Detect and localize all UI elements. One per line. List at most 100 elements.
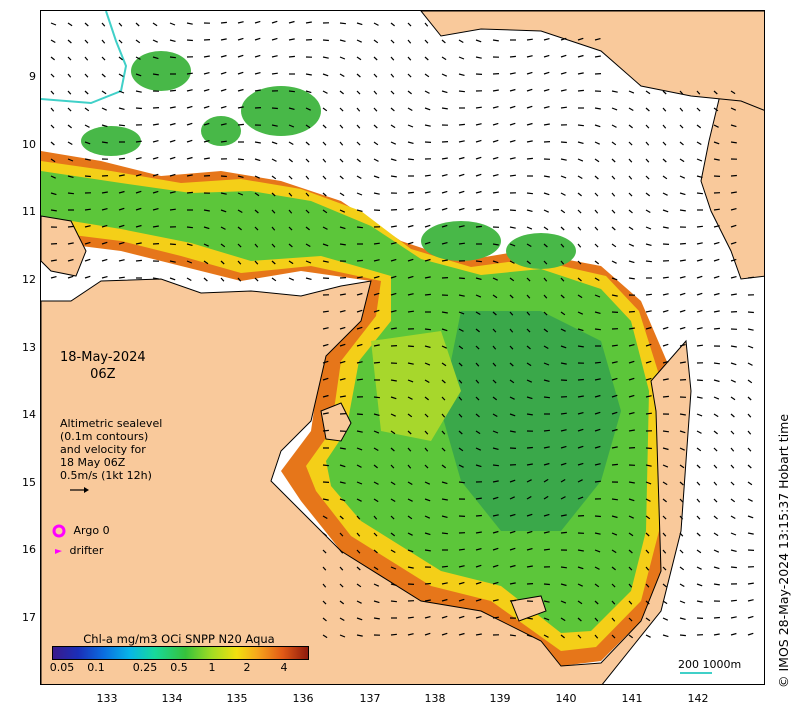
velocity-arrow bbox=[492, 599, 499, 602]
velocity-arrow bbox=[339, 56, 346, 60]
velocity-arrow bbox=[339, 532, 344, 537]
velocity-arrow bbox=[407, 56, 412, 61]
velocity-arrow bbox=[526, 209, 533, 212]
velocity-arrow bbox=[594, 260, 600, 265]
velocity-arrow bbox=[441, 224, 448, 228]
velocity-arrow bbox=[662, 566, 667, 571]
velocity-arrow bbox=[492, 294, 498, 299]
velocity-arrow bbox=[135, 259, 142, 262]
velocity-arrow bbox=[305, 73, 312, 76]
velocity-arrow bbox=[458, 413, 463, 418]
velocity-arrow bbox=[339, 583, 344, 588]
velocity-arrow bbox=[169, 173, 176, 177]
velocity-arrow bbox=[543, 88, 550, 92]
velocity-arrow bbox=[713, 396, 720, 400]
velocity-arrow bbox=[356, 464, 362, 468]
velocity-arrow bbox=[543, 277, 548, 282]
velocity-arrow bbox=[696, 158, 703, 162]
velocity-arrow bbox=[390, 633, 397, 636]
velocity-arrow bbox=[594, 411, 601, 415]
velocity-arrow bbox=[152, 173, 159, 177]
velocity-arrow bbox=[577, 175, 583, 180]
velocity-arrow bbox=[713, 616, 720, 619]
velocity-arrow bbox=[679, 309, 686, 313]
velocity-arrow bbox=[526, 55, 533, 58]
velocity-arrow bbox=[424, 379, 430, 384]
velocity-arrow bbox=[475, 581, 482, 585]
velocity-arrow bbox=[662, 600, 668, 605]
velocity-arrow bbox=[339, 124, 344, 129]
velocity-arrow bbox=[322, 226, 328, 230]
velocity-arrow bbox=[237, 123, 244, 126]
velocity-arrow bbox=[50, 73, 55, 78]
velocity-arrow bbox=[169, 22, 176, 26]
velocity-arrow bbox=[492, 328, 497, 333]
velocity-arrow bbox=[713, 430, 718, 435]
velocity-arrow bbox=[747, 379, 753, 384]
velocity-arrow bbox=[526, 617, 533, 620]
velocity-arrow bbox=[662, 395, 669, 398]
velocity-arrow bbox=[713, 275, 720, 279]
velocity-arrow bbox=[169, 122, 176, 126]
velocity-arrow bbox=[713, 583, 720, 586]
velocity-arrow bbox=[390, 464, 395, 469]
velocity-arrow bbox=[560, 277, 565, 282]
velocity-arrow bbox=[492, 139, 499, 143]
velocity-arrow bbox=[594, 634, 599, 639]
velocity-arrow bbox=[611, 90, 618, 93]
velocity-arrow bbox=[628, 360, 635, 364]
velocity-arrow bbox=[373, 39, 379, 44]
velocity-arrow bbox=[254, 89, 261, 92]
velocity-arrow bbox=[339, 175, 344, 180]
velocity-arrow bbox=[679, 292, 686, 296]
velocity-arrow bbox=[169, 191, 176, 194]
velocity-arrow bbox=[169, 89, 176, 92]
velocity-arrow bbox=[169, 208, 176, 211]
velocity-arrow bbox=[475, 514, 482, 517]
velocity-arrow bbox=[560, 583, 567, 587]
velocity-arrow bbox=[679, 326, 686, 330]
velocity-arrow bbox=[339, 192, 345, 197]
velocity-arrow bbox=[645, 360, 652, 364]
velocity-arrow bbox=[356, 343, 363, 347]
velocity-arrow bbox=[424, 362, 431, 366]
velocity-arrow bbox=[628, 532, 634, 537]
velocity-arrow bbox=[458, 565, 465, 568]
velocity-arrow bbox=[696, 258, 703, 262]
velocity-arrow bbox=[458, 207, 465, 211]
velocity-arrow bbox=[526, 38, 533, 41]
velocity-arrow bbox=[696, 498, 701, 503]
colorbar-tick: 0.1 bbox=[87, 661, 105, 674]
velocity-arrow bbox=[662, 276, 669, 279]
velocity-arrow bbox=[492, 547, 499, 551]
velocity-arrow bbox=[441, 73, 448, 77]
velocity-arrow bbox=[628, 90, 635, 94]
velocity-arrow bbox=[730, 464, 735, 469]
velocity-arrow bbox=[696, 275, 703, 279]
velocity-arrow bbox=[747, 362, 753, 366]
depth-scale-label: 200 1000m bbox=[678, 658, 742, 671]
velocity-arrow bbox=[543, 634, 549, 638]
velocity-arrow bbox=[169, 156, 176, 160]
velocity-arrow bbox=[577, 124, 584, 127]
velocity-arrow bbox=[645, 412, 652, 415]
velocity-arrow bbox=[713, 124, 719, 128]
velocity-arrow bbox=[543, 328, 549, 333]
velocity-arrow bbox=[594, 209, 599, 214]
velocity-arrow bbox=[424, 241, 431, 245]
velocity-arrow bbox=[339, 360, 346, 364]
velocity-arrow bbox=[186, 72, 193, 75]
velocity-arrow bbox=[594, 243, 599, 248]
velocity-arrow bbox=[577, 462, 584, 466]
velocity-arrow bbox=[747, 615, 754, 619]
velocity-arrow bbox=[696, 464, 701, 469]
velocity-arrow bbox=[152, 190, 159, 194]
velocity-arrow bbox=[237, 21, 244, 24]
velocity-arrow bbox=[390, 258, 397, 262]
velocity-arrow bbox=[560, 226, 565, 231]
velocity-arrow bbox=[492, 311, 497, 316]
velocity-arrow bbox=[203, 209, 210, 212]
velocity-arrow bbox=[526, 379, 533, 383]
velocity-arrow bbox=[611, 175, 616, 180]
velocity-arrow bbox=[407, 616, 414, 619]
